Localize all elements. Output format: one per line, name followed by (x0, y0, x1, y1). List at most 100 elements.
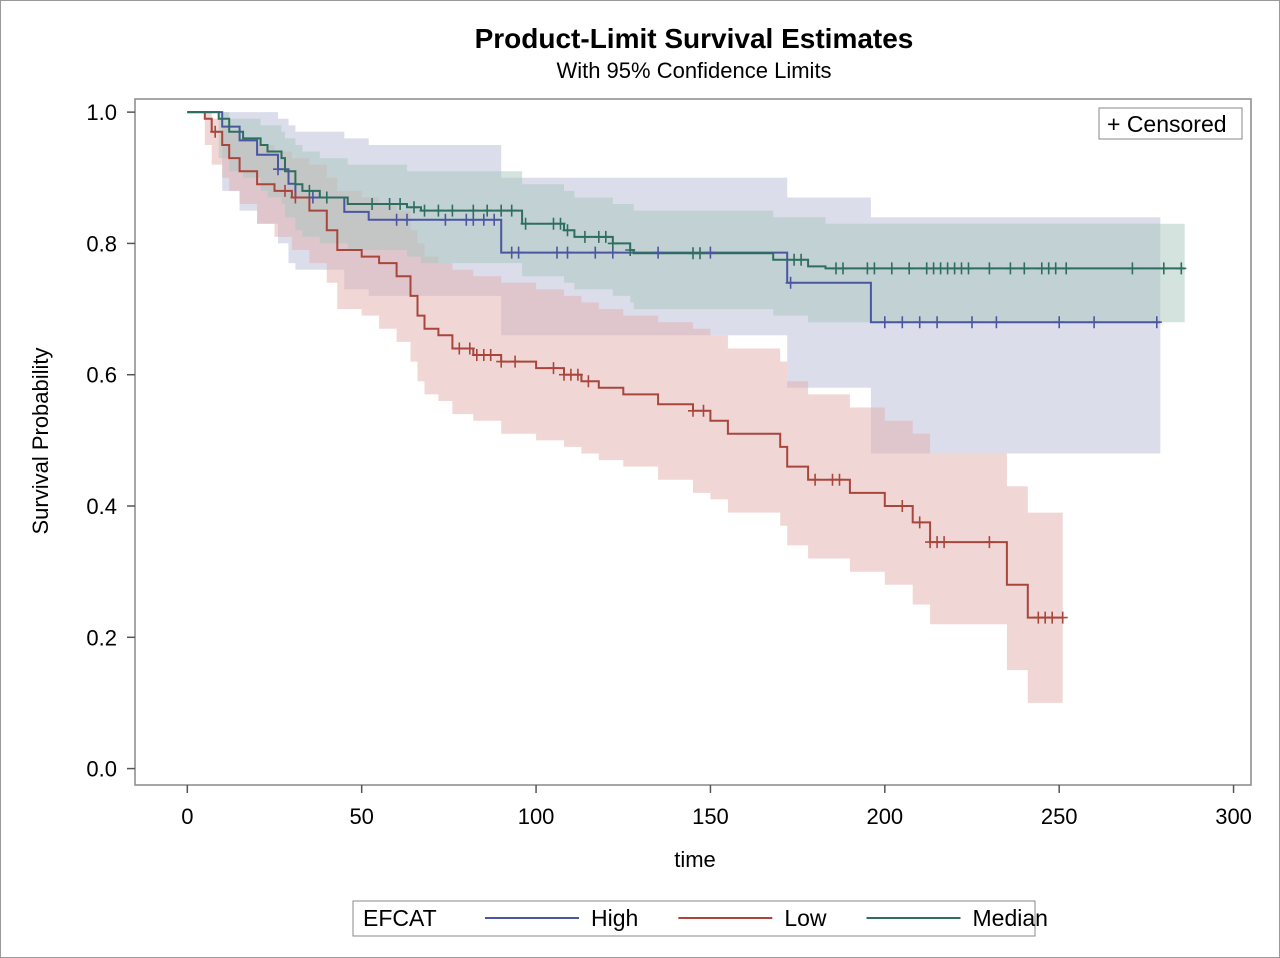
censor-mark-median (496, 204, 507, 217)
censor-mark-high (1054, 316, 1065, 329)
censor-mark-low (210, 125, 221, 138)
censor-mark-high (785, 276, 796, 289)
censor-mark-low (698, 404, 709, 417)
censor-mark-high (478, 213, 489, 226)
plot-area (134, 98, 1252, 786)
legend: EFCAT High Low Median (352, 900, 1048, 937)
curve-low (187, 111, 1063, 619)
censor-mark-high (932, 316, 943, 329)
censor-mark-median (1050, 262, 1061, 275)
censor-mark-median (384, 198, 395, 210)
y-tick-label: 0.0 (86, 757, 117, 782)
censor-mark-median (1061, 262, 1072, 275)
legend-label-median: Median (973, 905, 1048, 931)
censor-mark-low (572, 368, 583, 381)
censor-mark-low (810, 473, 821, 486)
censor-mark-low (834, 473, 845, 486)
censored-legend-label: + Censored (1107, 111, 1227, 137)
censor-mark-high (705, 246, 716, 259)
censor-mark-median (506, 204, 517, 217)
censor-mark-high (489, 213, 500, 226)
legend-label-high: High (591, 905, 638, 931)
censor-mark-low (548, 362, 559, 375)
y-tick-label: 1.0 (86, 100, 117, 125)
legend-title: EFCAT (363, 905, 437, 931)
censor-mark-median (1019, 262, 1030, 275)
censor-mark-median (367, 198, 378, 210)
x-tick-label: 50 (349, 804, 373, 829)
chart-title: Product-Limit Survival Estimates (475, 23, 914, 54)
censor-mark-median (304, 184, 315, 197)
censor-mark-low (897, 500, 908, 512)
censor-mark-high (513, 246, 524, 259)
censor-mark-median (984, 262, 995, 275)
y-axis: 0.0 0.2 0.4 0.6 0.8 1.0 (86, 100, 135, 782)
censor-mark-high (273, 163, 283, 176)
censor-mark-high (653, 246, 664, 259)
censor-mark-high (897, 316, 908, 329)
censor-mark-high (440, 213, 451, 226)
censor-mark-high (391, 213, 402, 226)
censor-mark-median (562, 224, 573, 237)
censor-mark-low (583, 375, 594, 388)
censor-mark-low (454, 342, 465, 355)
confidence-bands (187, 112, 1185, 703)
censor-mark-high (991, 316, 1002, 329)
censor-mark-low (290, 191, 301, 204)
censor-mark-median (468, 204, 479, 217)
survival-curves (187, 111, 1185, 619)
censor-mark-median (579, 230, 590, 243)
censor-mark-low (1057, 611, 1068, 624)
censor-mark-low (510, 355, 521, 368)
y-tick-label: 0.6 (86, 363, 117, 388)
censor-mark-high (552, 246, 562, 259)
curve-high (187, 111, 1161, 324)
censor-mark-low (464, 342, 475, 355)
y-tick-label: 0.2 (86, 625, 117, 650)
censor-mark-high (879, 316, 890, 329)
x-tick-label: 150 (692, 804, 729, 829)
x-axis-label: time (674, 847, 716, 872)
censored-legend: + Censored (1098, 107, 1243, 140)
censor-mark-low (688, 404, 698, 417)
censor-mark-median (869, 262, 880, 275)
censor-mark-median (600, 230, 611, 243)
censor-mark-median (607, 237, 618, 250)
censor-mark-high (1151, 316, 1162, 329)
censor-mark-low (1047, 611, 1058, 624)
censor-mark-median (904, 262, 915, 275)
censor-mark-median (482, 204, 493, 217)
censor-mark-low (280, 184, 290, 197)
legend-items: High Low Median (485, 905, 1048, 931)
censor-marks (210, 125, 1187, 624)
censor-mark-median (321, 191, 332, 204)
x-axis: 0 50 100 150 200 250 300 (181, 785, 1252, 829)
censor-mark-median (1005, 262, 1016, 275)
censor-mark-median (796, 253, 807, 266)
censor-mark-median (963, 262, 974, 275)
censor-mark-median (838, 262, 848, 275)
y-tick-label: 0.4 (86, 494, 117, 519)
censor-mark-high (914, 316, 925, 329)
censor-mark-median (409, 201, 419, 214)
y-tick-label: 0.8 (86, 231, 117, 256)
censor-mark-low (984, 536, 995, 549)
censored-legend-box (1098, 107, 1243, 140)
censor-mark-median (433, 204, 444, 217)
censor-mark-low (939, 536, 950, 549)
censor-mark-high (590, 246, 601, 259)
curve-median (187, 111, 1185, 270)
censor-mark-high (402, 213, 412, 226)
censor-mark-median (1176, 262, 1187, 275)
censor-mark-low (496, 355, 507, 368)
x-tick-label: 300 (1215, 804, 1252, 829)
y-axis-label: Survival Probability (28, 347, 53, 534)
ci-band-median (187, 112, 1185, 323)
x-tick-label: 0 (181, 804, 193, 829)
ci-band-low (187, 112, 1063, 703)
legend-label-low: Low (784, 905, 827, 931)
censor-mark-median (520, 217, 531, 230)
censor-mark-median (395, 198, 406, 210)
censor-mark-median (1127, 262, 1138, 275)
